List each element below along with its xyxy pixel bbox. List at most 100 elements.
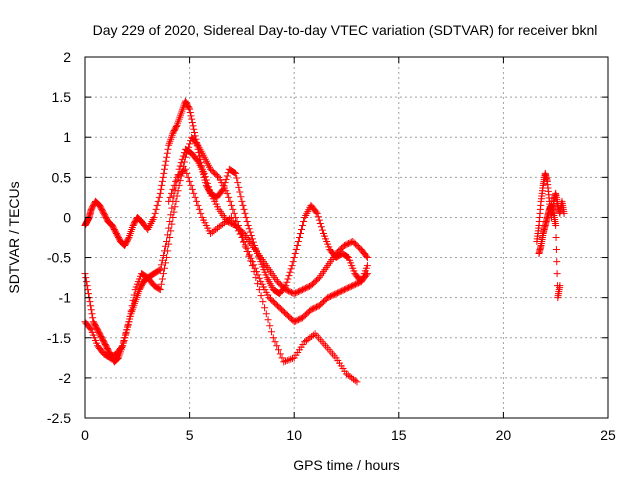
data-point: [158, 177, 166, 185]
data-point: [298, 225, 306, 233]
data-point: [82, 278, 90, 286]
x-tick-label: 5: [186, 427, 194, 443]
data-point: [223, 172, 231, 180]
data-point: [165, 240, 173, 248]
data-point: [171, 203, 179, 211]
y-tick-label: -1.5: [47, 330, 71, 346]
data-point: [128, 302, 136, 310]
data-point: [213, 172, 221, 180]
chart-title: Day 229 of 2020, Sidereal Day-to-day VTE…: [93, 22, 598, 38]
data-point: [285, 272, 293, 280]
data-point: [191, 193, 199, 201]
data-point: [167, 227, 175, 235]
data-point: [173, 192, 181, 200]
data-point: [552, 246, 560, 254]
data-point: [223, 189, 231, 197]
data-point: [281, 357, 289, 365]
data-point: [190, 125, 198, 133]
data-point: [353, 378, 361, 386]
data-point: [160, 264, 168, 272]
y-axis-label: SDTVAR / TECUs: [6, 181, 22, 293]
data-point: [126, 312, 134, 320]
data-point: [238, 197, 246, 205]
data-point: [248, 262, 256, 270]
data-point: [163, 149, 171, 157]
data-point: [183, 169, 191, 177]
data-point: [160, 165, 168, 173]
data-point: [284, 275, 292, 283]
data-point: [231, 220, 239, 228]
data-point: [200, 169, 208, 177]
data-point: [172, 177, 180, 185]
data-point: [312, 208, 320, 216]
data-point: [160, 169, 168, 177]
data-point: [161, 161, 169, 169]
data-point: [157, 261, 165, 269]
data-point: [167, 189, 175, 197]
data-point: [241, 209, 249, 217]
data-point: [124, 322, 132, 330]
data-point: [362, 252, 370, 260]
x-tick-label: 0: [81, 427, 89, 443]
data-point: [125, 318, 133, 326]
data-point: [163, 254, 171, 262]
data-point: [188, 119, 196, 127]
data-point: [162, 259, 170, 267]
data-point: [88, 310, 96, 318]
data-point: [166, 193, 174, 201]
data-point: [231, 169, 239, 177]
data-point: [560, 209, 568, 217]
data-point: [275, 346, 283, 354]
data-point: [162, 157, 170, 165]
data-point: [168, 220, 176, 228]
data-point: [237, 193, 245, 201]
data-point: [187, 112, 195, 120]
data-point: [123, 326, 131, 334]
data-point: [120, 338, 128, 346]
data-point: [89, 314, 97, 322]
data-point: [273, 342, 281, 350]
data-point: [157, 185, 165, 193]
data-point: [174, 187, 182, 195]
data-point: [195, 205, 203, 213]
data-point: [315, 216, 323, 224]
data-point: [243, 248, 251, 256]
data-point: [250, 268, 258, 276]
series-trace-b: [81, 145, 371, 366]
data-point: [157, 280, 165, 288]
data-point: [314, 213, 322, 221]
data-point: [227, 213, 235, 221]
data-point: [234, 179, 242, 187]
data-points: [81, 97, 568, 386]
data-point: [233, 223, 241, 231]
data-point: [233, 174, 241, 182]
data-point: [159, 270, 167, 278]
data-point: [163, 153, 171, 161]
data-point: [225, 193, 233, 201]
data-point: [287, 265, 295, 273]
data-point: [186, 140, 194, 148]
data-point: [553, 270, 561, 278]
y-tick-label: -0.5: [47, 250, 71, 266]
data-point: [121, 334, 129, 342]
data-point: [184, 147, 192, 155]
data-point: [290, 254, 298, 262]
y-tick-label: 2: [63, 49, 71, 65]
data-point: [264, 316, 272, 324]
data-point: [203, 179, 211, 187]
data-point: [240, 238, 248, 246]
y-tick-label: -1: [59, 290, 72, 306]
data-point: [363, 254, 371, 262]
data-point: [247, 231, 255, 239]
data-point: [295, 234, 303, 241]
data-point: [234, 227, 242, 235]
data-point: [172, 197, 180, 205]
data-point: [254, 280, 262, 288]
data-point: [261, 304, 269, 312]
plot-frame: [84, 56, 609, 419]
data-point: [187, 181, 195, 189]
data-point: [283, 278, 291, 286]
y-tick-label: 1.5: [52, 89, 72, 105]
data-point: [164, 145, 172, 153]
data-point: [84, 290, 92, 298]
